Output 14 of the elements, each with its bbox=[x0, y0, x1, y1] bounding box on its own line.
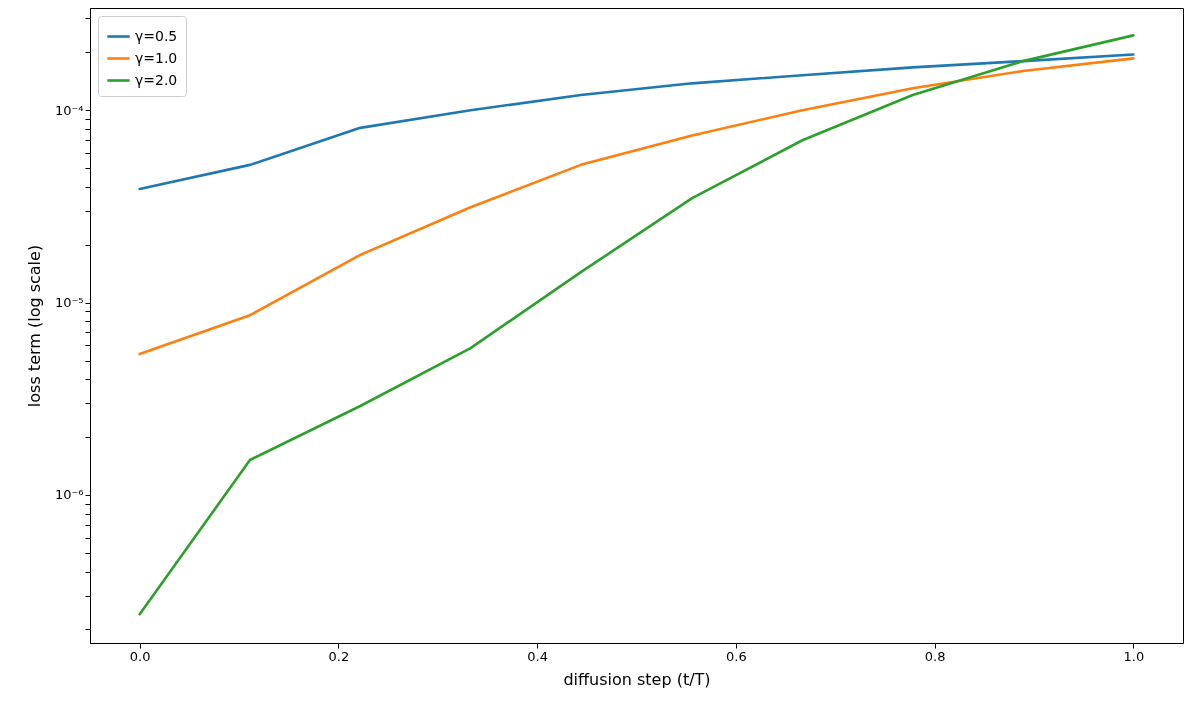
x-tick-label: 0.6 bbox=[726, 648, 747, 664]
legend-label: γ=2.0 bbox=[135, 71, 178, 88]
x-tick-label: 0.8 bbox=[924, 648, 946, 664]
x-tick-label: 1.0 bbox=[1123, 648, 1145, 664]
y-tick-label: 10⁻⁴ bbox=[54, 102, 84, 118]
x-tick-label: 0.4 bbox=[527, 648, 548, 664]
legend-label: γ=0.5 bbox=[135, 27, 178, 44]
y-tick-label: 10⁻⁶ bbox=[54, 487, 84, 503]
y-tick-label: 10⁻⁵ bbox=[54, 295, 84, 311]
y-axis-title: loss term (log scale) bbox=[24, 244, 44, 408]
x-axis-title: diffusion step (t/T) bbox=[563, 669, 711, 689]
x-tick-label: 0.2 bbox=[328, 648, 350, 664]
legend-label: γ=1.0 bbox=[135, 49, 178, 66]
x-tick-label: 0.0 bbox=[129, 648, 151, 664]
